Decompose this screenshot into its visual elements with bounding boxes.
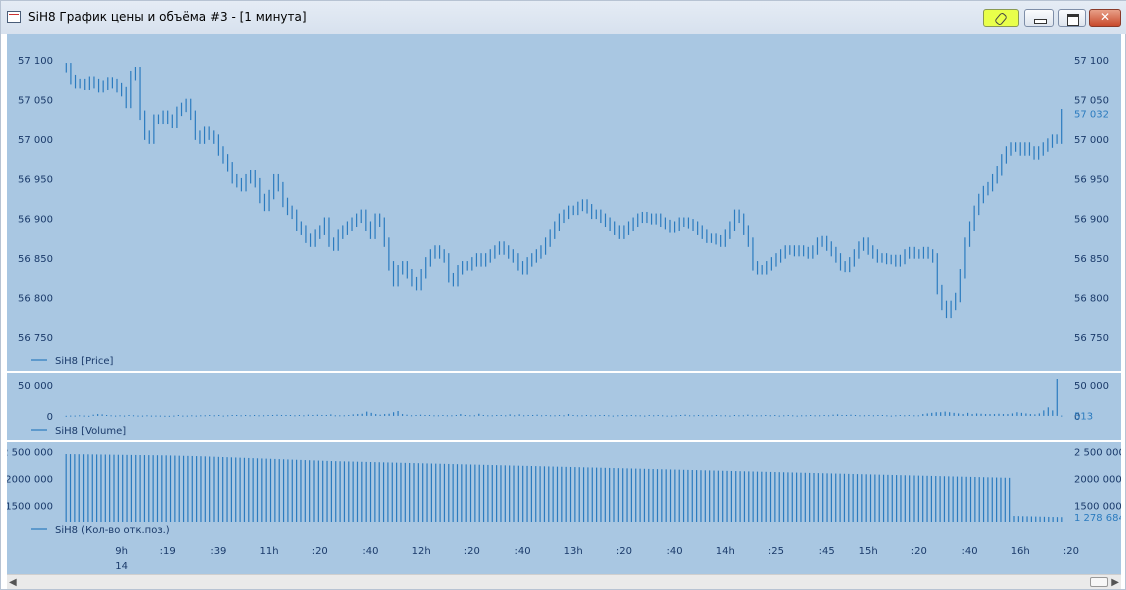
scroll-thumb[interactable] [1090, 577, 1108, 587]
y-tick-label-right: 57 100 [1074, 56, 1109, 67]
link-icon[interactable] [983, 9, 1019, 27]
x-tick-label: 16h [1011, 546, 1030, 557]
last-value-label: 57 032 [1074, 110, 1109, 121]
last-value-label: 513 [1074, 412, 1093, 423]
y-tick-label-left: 57 000 [18, 135, 53, 146]
chart-window-icon [7, 11, 21, 23]
x-tick-label: :25 [768, 546, 784, 557]
x-tick-sublabel: 14 [115, 561, 128, 572]
y-tick-label-left: 56 900 [18, 214, 53, 225]
maximize-button[interactable] [1058, 9, 1086, 27]
window-title: SiH8 График цены и объёма #3 - [1 минута… [28, 10, 307, 24]
y-tick-label-right: 56 950 [1074, 175, 1109, 186]
y-tick-label-left: 57 100 [18, 56, 53, 67]
x-tick-label: 9h [115, 546, 128, 557]
y-tick-label-right: 2 500 000 [1074, 447, 1121, 458]
legend-label: SiH8 [Volume] [55, 426, 126, 437]
x-tick-label: 14h [716, 546, 735, 557]
horizontal-scrollbar[interactable]: ◀ ▶ [7, 574, 1121, 589]
y-tick-label-left: 57 050 [18, 95, 53, 106]
y-tick-label-right: 56 800 [1074, 294, 1109, 305]
x-tick-label: :20 [464, 546, 480, 557]
x-tick-label: :20 [1063, 546, 1079, 557]
x-tick-label: :40 [961, 546, 977, 557]
close-button[interactable] [1089, 9, 1121, 27]
last-value-label: 1 278 684 [1074, 513, 1121, 524]
scroll-left-arrow-icon[interactable]: ◀ [9, 577, 17, 588]
y-tick-label-right: 56 750 [1074, 333, 1109, 344]
y-tick-label-left: 56 950 [18, 175, 53, 186]
x-tick-label: :20 [911, 546, 927, 557]
x-tick-label: :40 [514, 546, 530, 557]
legend-label: SiH8 [Price] [55, 356, 113, 367]
y-tick-label-right: 2000 000 [1074, 474, 1121, 485]
y-tick-label-right: 1500 000 [1074, 501, 1121, 512]
y-tick-label-right: 57 050 [1074, 95, 1109, 106]
chart-area[interactable]: 57 100 57 100 57 050 57 050 57 000 57 000 56 9… [2, 34, 1125, 574]
x-tick-label: :45 [819, 546, 835, 557]
y-tick-label-left: 56 850 [18, 254, 53, 265]
chart-svg[interactable]: 57 100 57 100 57 050 57 050 57 000 57 000 56 9… [2, 34, 1125, 574]
x-tick-label: 15h [859, 546, 878, 557]
x-tick-label: 13h [564, 546, 583, 557]
y-tick-label-right: 56 900 [1074, 214, 1109, 225]
y-tick-label-right: 56 850 [1074, 254, 1109, 265]
x-tick-label: :39 [210, 546, 226, 557]
y-tick-label-left: 1500 000 [7, 501, 53, 512]
x-tick-label: :20 [616, 546, 632, 557]
x-tick-label: 11h [260, 546, 279, 557]
minimize-button[interactable] [1024, 9, 1054, 27]
legend-label: SiH8 (Кол-во отк.поз.) [55, 525, 170, 536]
y-tick-label-right: 0 [1074, 412, 1080, 423]
x-tick-label: :20 [312, 546, 328, 557]
y-tick-label-left: 0 [47, 412, 53, 423]
x-tick-label: :40 [667, 546, 683, 557]
title-bar[interactable]: SiH8 График цены и объёма #3 - [1 минута… [1, 1, 1126, 34]
x-tick-label: :19 [160, 546, 176, 557]
y-tick-label-right: 50 000 [1074, 381, 1109, 392]
y-tick-label-left: 2 500 000 [7, 447, 53, 458]
y-tick-label-left: 2000 000 [7, 474, 53, 485]
x-tick-label: :40 [362, 546, 378, 557]
scroll-right-arrow-icon[interactable]: ▶ [1111, 577, 1119, 588]
y-tick-label-left: 56 800 [18, 294, 53, 305]
y-tick-label-right: 57 000 [1074, 135, 1109, 146]
x-tick-label: 12h [412, 546, 431, 557]
y-tick-label-left: 50 000 [18, 381, 53, 392]
y-tick-label-left: 56 750 [18, 333, 53, 344]
